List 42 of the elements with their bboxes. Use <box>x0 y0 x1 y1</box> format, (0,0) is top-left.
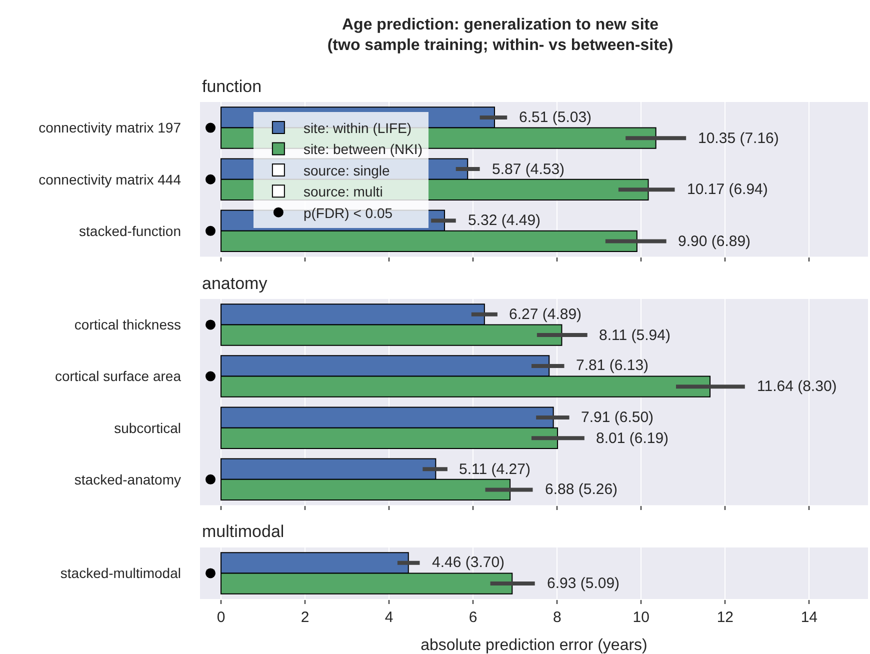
y-tick-label: cortical surface area <box>54 368 182 384</box>
chart-subtitle: function <box>202 77 262 96</box>
data-label: 6.88 (5.26) <box>545 481 618 498</box>
chart-subtitle: multimodal <box>202 522 284 541</box>
legend-label: source: multi <box>303 184 383 200</box>
y-tick-label: connectivity matrix 197 <box>38 120 182 136</box>
chart-subtitle: anatomy <box>202 274 268 293</box>
data-label: 9.90 (6.89) <box>678 233 751 250</box>
data-label: 4.46 (3.70) <box>432 554 505 571</box>
x-tick-label: 2 <box>300 609 310 626</box>
x-tick-label: 14 <box>800 609 818 626</box>
data-label: 10.17 (6.94) <box>687 181 768 198</box>
chart-title: Age prediction: generalization to new site (two sample training; within- vs between-site) <box>327 16 674 54</box>
x-tick-label: 12 <box>716 609 734 626</box>
x-tick-label: 6 <box>468 609 478 626</box>
data-label: 6.51 (5.03) <box>519 109 592 126</box>
data-label: 6.27 (4.89) <box>509 306 582 323</box>
x-tick-label: 8 <box>552 609 562 626</box>
legend-label: p(FDR) < 0.05 <box>303 204 393 221</box>
y-tick-label: stacked-function <box>79 222 181 239</box>
data-label: 5.87 (4.53) <box>492 161 565 178</box>
data-label: 7.81 (6.13) <box>576 357 649 374</box>
data-label: 7.91 (6.50) <box>581 409 654 426</box>
x-tick-label: 4 <box>384 609 394 626</box>
legend-label: source: single <box>303 162 390 178</box>
y-tick-label: stacked-anatomy <box>74 471 181 488</box>
data-label: 5.11 (4.27) <box>459 461 530 478</box>
y-tick-label: connectivity matrix 444 <box>38 171 182 188</box>
data-label: 6.93 (5.09) <box>547 575 620 592</box>
x-axis-title: absolute prediction error (years) <box>420 637 648 654</box>
y-tick-label: stacked-multimodal <box>60 565 181 582</box>
data-label: 10.35 (7.16) <box>698 130 779 147</box>
legend-label: site: within (LIFE) <box>303 120 412 136</box>
y-tick-label: cortical thickness <box>74 316 181 333</box>
data-label: 5.32 (4.49) <box>468 212 541 229</box>
y-tick-label: subcortical <box>114 420 181 436</box>
data-label: 8.11 (5.94) <box>599 327 670 344</box>
x-tick-label: 10 <box>632 609 650 626</box>
x-tick-label: 0 <box>216 609 226 626</box>
data-label: 8.01 (6.19) <box>596 430 669 447</box>
legend-label: site: between (NKI) <box>303 141 423 158</box>
data-label: 11.64 (8.30) <box>757 378 837 395</box>
